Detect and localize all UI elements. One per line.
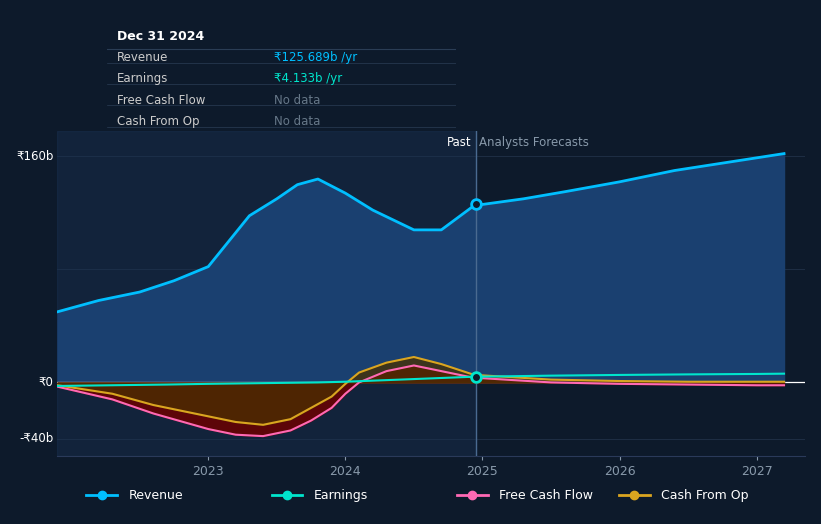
- Text: Past: Past: [447, 136, 472, 149]
- Text: Cash From Op: Cash From Op: [117, 115, 200, 128]
- Text: Revenue: Revenue: [129, 489, 183, 501]
- Text: Earnings: Earnings: [117, 72, 168, 85]
- Text: ₹0: ₹0: [39, 376, 53, 389]
- Text: No data: No data: [274, 93, 320, 106]
- Text: Revenue: Revenue: [117, 51, 168, 64]
- Text: No data: No data: [274, 115, 320, 128]
- Text: Analysts Forecasts: Analysts Forecasts: [479, 136, 589, 149]
- Text: ₹125.689b /yr: ₹125.689b /yr: [274, 51, 357, 64]
- Text: ₹4.133b /yr: ₹4.133b /yr: [274, 72, 342, 85]
- Text: Earnings: Earnings: [314, 489, 369, 501]
- Text: -₹40b: -₹40b: [20, 432, 53, 445]
- Text: Cash From Op: Cash From Op: [662, 489, 749, 501]
- Text: Free Cash Flow: Free Cash Flow: [117, 93, 205, 106]
- Text: Free Cash Flow: Free Cash Flow: [499, 489, 594, 501]
- Bar: [57, 131, 475, 456]
- Text: ₹160b: ₹160b: [16, 150, 53, 163]
- Text: Dec 31 2024: Dec 31 2024: [117, 30, 204, 43]
